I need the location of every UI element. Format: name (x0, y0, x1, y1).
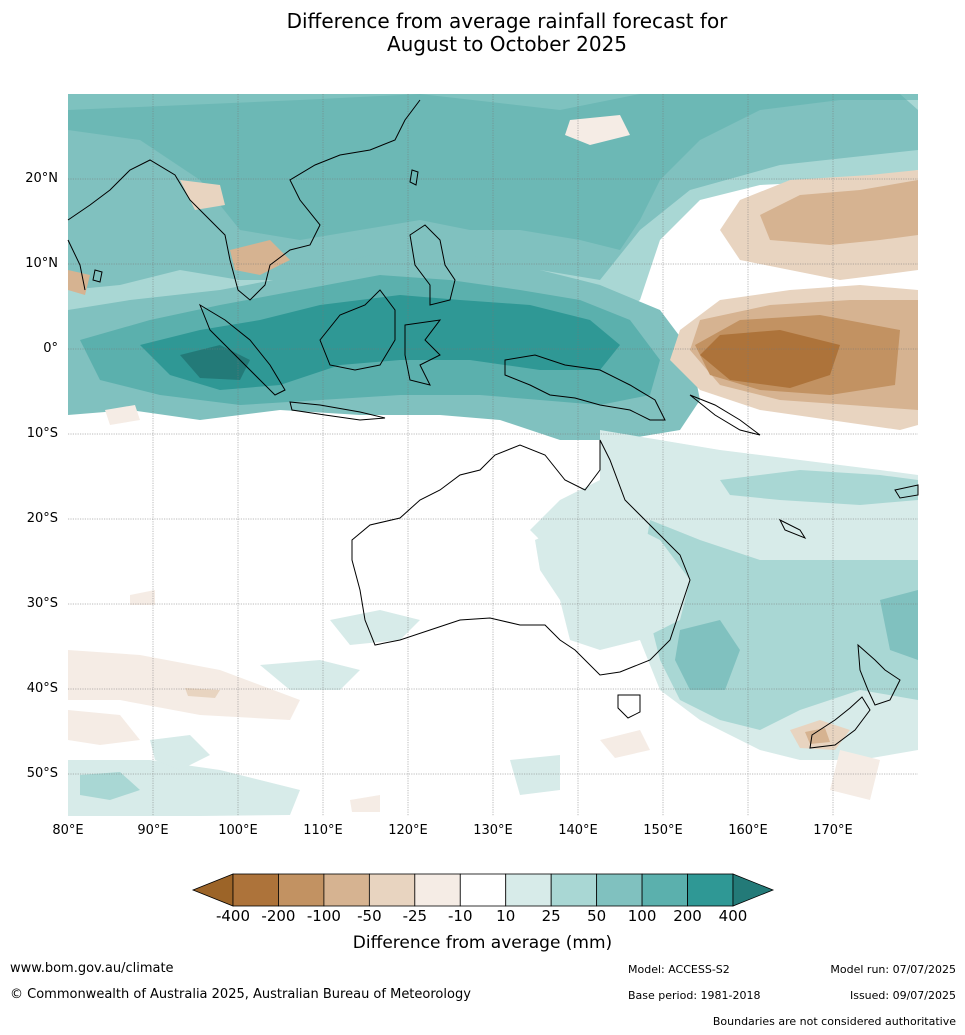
java-coast (289, 401, 386, 421)
colorbar-swatch (641, 873, 688, 907)
colorbar (191, 873, 775, 907)
sri-lanka (92, 269, 103, 283)
colorbar-tick-label: -25 (402, 907, 428, 925)
colorbar-swatch (687, 873, 734, 907)
title-line-1: Difference from average rainfall forecas… (286, 9, 728, 33)
issued-text: Issued: 09/07/2025 (849, 989, 956, 1002)
lon-label: 100°E (218, 823, 258, 838)
colorbar-extend-low (191, 873, 234, 907)
sulawesi-coast (404, 319, 442, 386)
new-zealand-south (809, 696, 871, 749)
colorbar-tick-label: -10 (448, 907, 473, 925)
lat-label: 40°S (26, 681, 58, 696)
lat-label: 50°S (26, 766, 58, 781)
rainfall-map (67, 94, 919, 816)
coastlines (67, 99, 919, 749)
lon-label: 90°E (137, 823, 169, 838)
tasmania-coast (617, 694, 641, 719)
new-guinea-coast (504, 354, 666, 421)
colorbar-extend-high (732, 873, 775, 907)
new-zealand-north (857, 643, 901, 706)
colorbar-tick-label: 10 (496, 907, 516, 925)
model-run-text: Model run: 07/07/2025 (830, 963, 956, 976)
base-period-text: Base period: 1981-2018 (628, 989, 761, 1002)
solomon-islands (689, 394, 761, 436)
website-link[interactable]: www.bom.gov.au/climate (10, 961, 174, 976)
lat-label: 20°S (26, 511, 58, 526)
colorbar-tick-label: 100 (627, 907, 657, 925)
lat-label: 10°N (25, 256, 58, 271)
australia-coast (351, 439, 691, 676)
lon-label: 80°E (52, 823, 84, 838)
colorbar-swatch (459, 873, 507, 907)
philippines-coast (409, 224, 456, 306)
colorbar-tick-label: 200 (673, 907, 702, 925)
graticule (68, 94, 918, 816)
colorbar-swatch (414, 873, 461, 907)
colorbar-swatch (596, 873, 643, 907)
lon-label: 140°E (558, 823, 598, 838)
lon-label: 110°E (303, 823, 343, 838)
colorbar-tick-label: 400 (718, 907, 748, 925)
lat-label: 0° (43, 341, 58, 356)
lon-label: 150°E (643, 823, 683, 838)
taiwan (409, 169, 419, 186)
lat-label: 30°S (26, 596, 58, 611)
boundaries-note: Boundaries are not considered authoritat… (712, 1015, 956, 1028)
new-caledonia (778, 518, 807, 540)
legend-title: Difference from average (mm) (352, 933, 613, 953)
lon-label: 130°E (473, 823, 513, 838)
colorbar-swatch (368, 873, 416, 907)
lon-label: 170°E (813, 823, 853, 838)
lon-label: 160°E (728, 823, 768, 838)
colorbar-tick-label: -400 (215, 907, 251, 925)
colorbar-swatch (278, 873, 325, 907)
colorbar-tick-label: -50 (357, 907, 382, 925)
colorbar-tick-label: -100 (306, 907, 341, 925)
borneo-coast (319, 289, 396, 371)
lat-label: 10°S (26, 426, 58, 441)
colorbar-swatch (505, 873, 552, 907)
mainland-asia-coast (67, 99, 421, 301)
india-tip (67, 239, 86, 291)
title-line-2: August to October 2025 (386, 32, 628, 56)
lon-label: 120°E (388, 823, 428, 838)
lat-label: 20°N (25, 171, 58, 186)
colorbar-tick-label: -200 (261, 907, 296, 925)
colorbar-tick-label: 25 (541, 907, 561, 925)
colorbar-swatch (550, 873, 598, 907)
sumatra-coast (198, 303, 286, 396)
copyright-text: © Commonwealth of Australia 2025, Austra… (10, 987, 471, 1002)
model-text: Model: ACCESS-S2 (628, 963, 730, 976)
colorbar-swatch (323, 873, 370, 907)
map-title: Difference from average rainfall forecas… (0, 10, 965, 56)
colorbar-tick-label: 50 (587, 907, 607, 925)
fiji (894, 484, 919, 499)
colorbar-swatch (232, 873, 279, 907)
